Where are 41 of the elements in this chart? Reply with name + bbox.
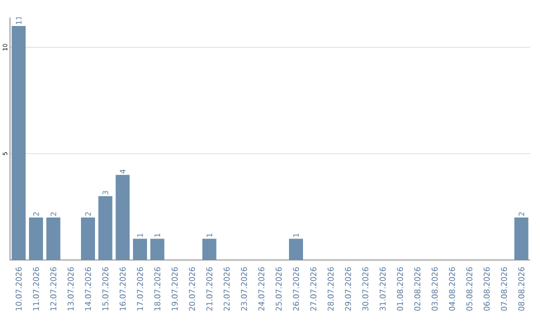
bar xyxy=(289,238,304,260)
x-tick-label: 19.07.2026 xyxy=(172,267,178,310)
x-tick-label: 10.07.2026 xyxy=(16,267,22,310)
x-tick-label: 11.07.2026 xyxy=(32,267,40,310)
x-tick-label: 28.07.2026 xyxy=(328,267,334,311)
x-tick-label: 14.07.2026 xyxy=(84,267,92,310)
x-tick-label: 16.07.2026 xyxy=(120,267,126,310)
bar xyxy=(514,217,528,260)
x-tick-label: 25.07.2026 xyxy=(276,267,282,311)
bar xyxy=(116,174,130,260)
bar xyxy=(133,238,148,260)
x-tick-label: 22.07.2026 xyxy=(224,267,230,311)
x-tick-label: 04.08.2026 xyxy=(448,267,456,311)
x-tick-label: 17.07.2026 xyxy=(136,267,144,310)
x-tick-label: 06.08.2026 xyxy=(484,267,490,311)
x-tick-label: 01.08.2026 xyxy=(396,267,404,311)
x-tick-label: 21.07.2026 xyxy=(206,267,212,311)
x-tick-label: 05.08.2026 xyxy=(466,267,472,311)
x-tick-label: 03.08.2026 xyxy=(432,267,438,311)
x-tick-label: 24.07.2026 xyxy=(258,267,264,311)
x-tick-label: 08.08.2026 xyxy=(518,267,524,311)
x-tick-label: 15.07.2026 xyxy=(102,267,108,310)
bar xyxy=(202,238,216,260)
x-tick-label: 02.08.2026 xyxy=(414,267,420,311)
x-tick-label: 27.07.2026 xyxy=(310,267,316,311)
x-tick-label: 23.07.2026 xyxy=(240,267,248,311)
x-tick-label: 13.07.2026 xyxy=(68,267,74,310)
x-tick-label: 12.07.2026 xyxy=(50,267,56,310)
x-tick-label: 29.07.2026 xyxy=(344,267,352,311)
bar xyxy=(12,26,26,260)
x-tick-label: 07.08.2026 xyxy=(500,267,508,311)
x-tick-label: 30.07.2026 xyxy=(362,267,368,311)
x-tick-label: 18.07.2026 xyxy=(154,267,160,310)
x-tick-label: 20.07.2026 xyxy=(188,267,196,311)
x-tick-label: 31.07.2026 xyxy=(380,267,386,311)
bar xyxy=(46,217,60,260)
x-tick-label: 26.07.2026 xyxy=(292,267,300,311)
bar xyxy=(98,196,112,260)
bar xyxy=(81,217,95,260)
bar xyxy=(29,217,44,260)
bar xyxy=(150,238,164,260)
